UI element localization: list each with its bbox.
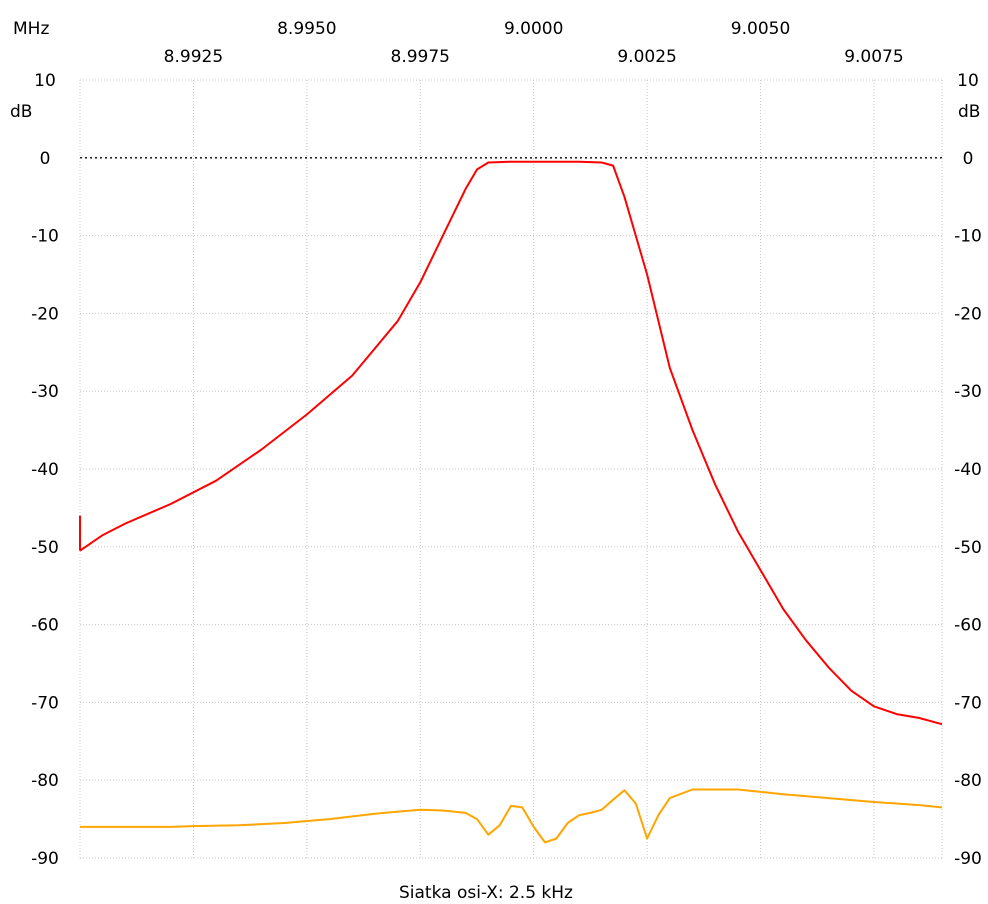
series-line-0 — [79, 160, 943, 726]
y-tick-label-right: 10 — [957, 71, 979, 91]
y-tick-label-left: -60 — [31, 616, 59, 636]
series-layer — [79, 160, 943, 844]
x-tick-label-bottom: 9.0075 — [844, 47, 903, 67]
x-grid-footer: Siatka osi-X: 2.5 kHz — [399, 883, 573, 903]
x-tick-label-top: 9.0050 — [731, 19, 790, 39]
y-tick-label-left: 10 — [34, 71, 56, 91]
x-tick-label-bottom: 8.9925 — [164, 47, 223, 67]
y-tick-label-left: -70 — [31, 693, 59, 713]
y-tick-label-left: -80 — [31, 771, 59, 791]
grid — [79, 79, 943, 859]
y-unit-label-left: dB — [10, 102, 32, 122]
y-tick-label-right: -80 — [954, 771, 982, 791]
y-tick-label-right: 0 — [963, 149, 974, 169]
y-tick-label-left: 0 — [40, 149, 51, 169]
y-tick-label-left: -40 — [31, 460, 59, 480]
x-tick-label-top: 9.0000 — [504, 19, 563, 39]
x-tick-label-bottom: 8.9975 — [391, 47, 450, 67]
y-tick-label-left: -50 — [31, 538, 59, 558]
y-unit-label-right: dB — [958, 102, 980, 122]
y-tick-label-right: -50 — [954, 538, 982, 558]
y-tick-label-right: -90 — [954, 849, 982, 869]
y-tick-label-left: -90 — [31, 849, 59, 869]
y-tick-label-right: -70 — [954, 693, 982, 713]
y-tick-label-right: -60 — [954, 616, 982, 636]
x-unit-label: MHz — [13, 19, 49, 39]
y-tick-label-right: -10 — [954, 227, 982, 247]
y-tick-label-left: -20 — [31, 304, 59, 324]
y-tick-label-left: -30 — [31, 382, 59, 402]
y-tick-label-right: -30 — [954, 382, 982, 402]
x-tick-label-top: 8.9950 — [277, 19, 336, 39]
tick-labels: 10 10 0 0 -10 -10 -20 -20 -30 -30 -40 -40 -50 -50 -60 -… — [31, 19, 982, 869]
y-tick-label-right: -40 — [954, 460, 982, 480]
series-line-1 — [80, 788, 943, 844]
y-tick-label-right: -20 — [954, 304, 982, 324]
x-tick-label-bottom: 9.0025 — [617, 47, 676, 67]
y-tick-label-left: -10 — [31, 227, 59, 247]
